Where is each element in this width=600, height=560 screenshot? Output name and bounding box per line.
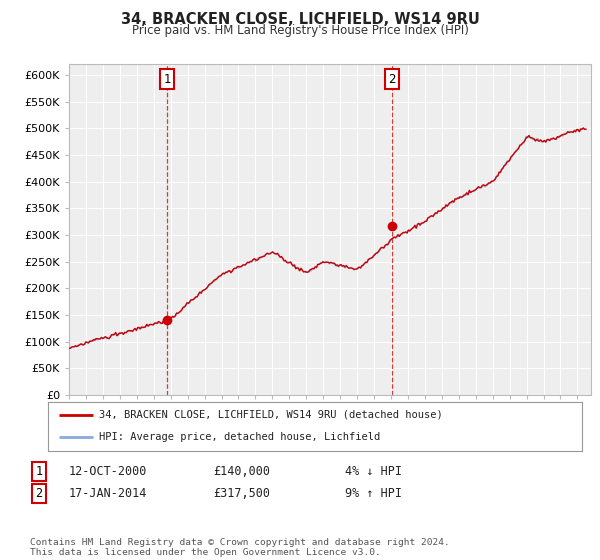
Text: 12-OCT-2000: 12-OCT-2000 — [69, 465, 148, 478]
Text: 2: 2 — [388, 73, 395, 86]
Text: Contains HM Land Registry data © Crown copyright and database right 2024.
This d: Contains HM Land Registry data © Crown c… — [30, 538, 450, 557]
Text: 4% ↓ HPI: 4% ↓ HPI — [345, 465, 402, 478]
Text: 34, BRACKEN CLOSE, LICHFIELD, WS14 9RU (detached house): 34, BRACKEN CLOSE, LICHFIELD, WS14 9RU (… — [99, 410, 442, 420]
Text: 17-JAN-2014: 17-JAN-2014 — [69, 487, 148, 501]
Text: Price paid vs. HM Land Registry's House Price Index (HPI): Price paid vs. HM Land Registry's House … — [131, 24, 469, 36]
Text: 34, BRACKEN CLOSE, LICHFIELD, WS14 9RU: 34, BRACKEN CLOSE, LICHFIELD, WS14 9RU — [121, 12, 479, 27]
Text: 1: 1 — [163, 73, 171, 86]
Text: £317,500: £317,500 — [213, 487, 270, 501]
Text: 1: 1 — [35, 465, 43, 478]
Text: 2: 2 — [35, 487, 43, 501]
Text: £140,000: £140,000 — [213, 465, 270, 478]
Text: 9% ↑ HPI: 9% ↑ HPI — [345, 487, 402, 501]
Text: HPI: Average price, detached house, Lichfield: HPI: Average price, detached house, Lich… — [99, 432, 380, 442]
